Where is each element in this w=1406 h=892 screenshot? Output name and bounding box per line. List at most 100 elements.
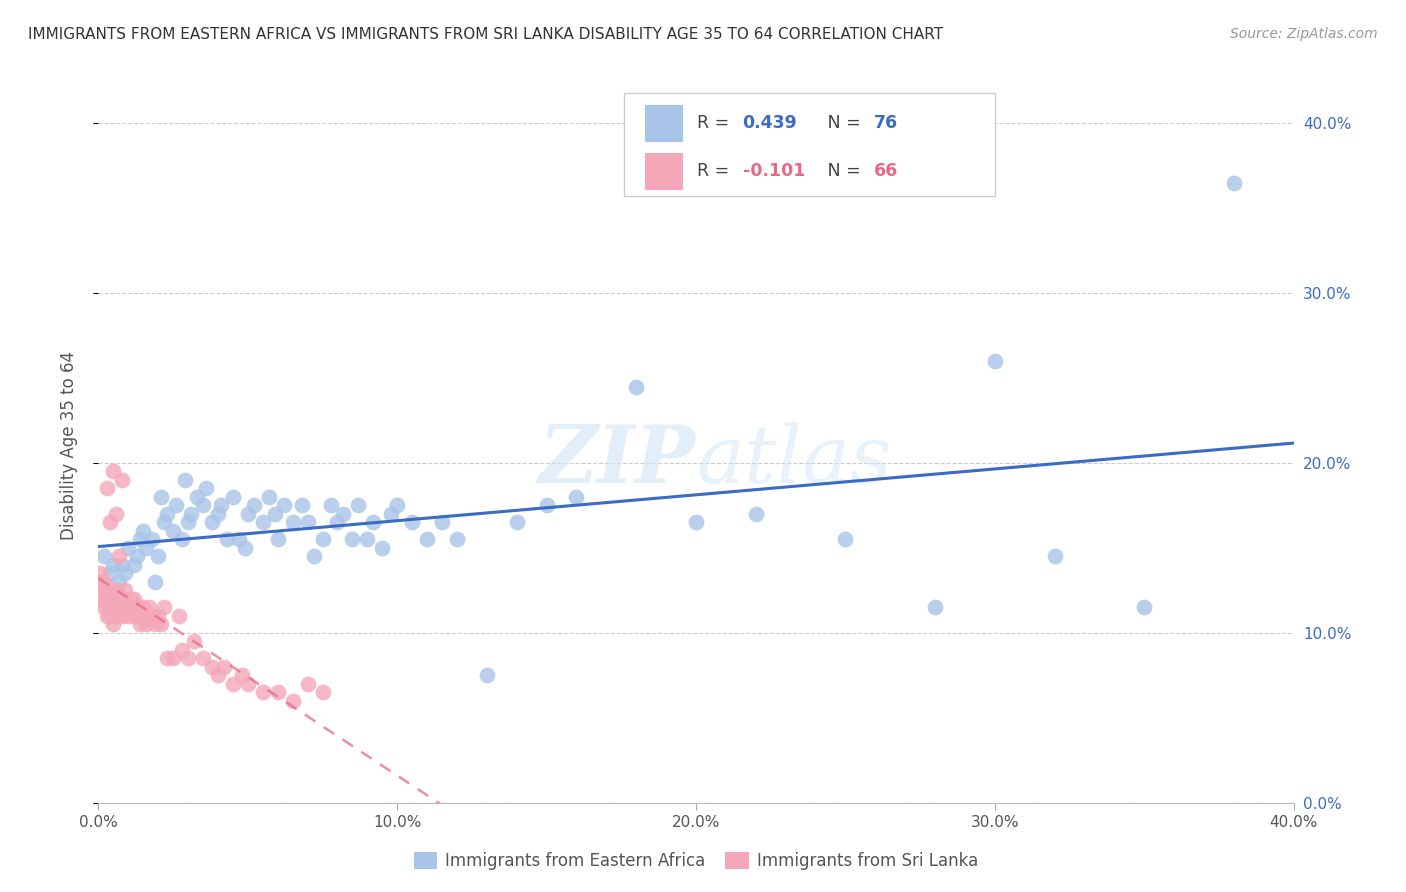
Point: [114, 583, 136, 598]
Point: [924, 600, 946, 615]
Point: [150, 617, 173, 632]
Point: [111, 600, 134, 615]
Point: [111, 558, 134, 572]
Point: [97, 600, 120, 615]
Point: [114, 591, 136, 606]
Point: [124, 558, 146, 572]
Point: [207, 668, 229, 682]
Point: [215, 533, 238, 547]
Point: [267, 685, 290, 699]
Point: [124, 591, 146, 606]
Point: [135, 617, 157, 632]
Point: [117, 600, 139, 615]
Point: [167, 608, 190, 623]
Point: [108, 600, 131, 615]
Point: [228, 533, 250, 547]
Text: N =: N =: [811, 114, 866, 132]
Point: [321, 499, 343, 513]
Text: 66: 66: [875, 162, 898, 180]
Point: [342, 533, 364, 547]
Point: [177, 651, 200, 665]
Point: [104, 591, 127, 606]
Text: atlas: atlas: [696, 422, 891, 499]
Point: [291, 499, 314, 513]
Point: [93, 574, 115, 589]
Point: [105, 507, 128, 521]
Point: [186, 490, 208, 504]
Point: [281, 516, 304, 530]
Point: [231, 668, 253, 682]
Point: [416, 533, 439, 547]
Point: [96, 608, 118, 623]
Point: [162, 651, 184, 665]
Point: [363, 516, 385, 530]
Point: [135, 541, 157, 555]
Point: [90, 574, 112, 589]
Point: [191, 651, 214, 665]
Point: [446, 533, 468, 547]
Point: [127, 600, 149, 615]
Text: R =: R =: [697, 162, 735, 180]
Point: [105, 608, 128, 623]
Bar: [644, 104, 683, 142]
Point: [297, 516, 319, 530]
Point: [401, 516, 423, 530]
Point: [475, 668, 498, 682]
Point: [90, 574, 112, 589]
Point: [129, 533, 152, 547]
Point: [108, 591, 131, 606]
Point: [150, 490, 173, 504]
Point: [207, 507, 229, 521]
Point: [96, 482, 118, 496]
Point: [153, 516, 176, 530]
Point: [745, 507, 768, 521]
Point: [1043, 549, 1066, 564]
Point: [90, 591, 112, 606]
Point: [685, 516, 707, 530]
Point: [100, 591, 122, 606]
Legend: Immigrants from Eastern Africa, Immigrants from Sri Lanka: Immigrants from Eastern Africa, Immigran…: [406, 845, 986, 877]
Point: [263, 507, 285, 521]
Point: [143, 617, 166, 632]
Point: [222, 490, 245, 504]
Point: [94, 591, 117, 606]
Point: [120, 600, 142, 615]
Point: [267, 533, 290, 547]
Point: [201, 516, 224, 530]
Point: [111, 473, 134, 487]
Point: [143, 574, 166, 589]
Point: [141, 533, 163, 547]
Point: [156, 651, 179, 665]
Point: [141, 608, 163, 623]
Point: [132, 608, 155, 623]
Point: [326, 516, 349, 530]
Point: [347, 499, 370, 513]
Text: R =: R =: [697, 114, 735, 132]
Point: [148, 608, 170, 623]
Point: [162, 524, 184, 538]
Point: [1133, 600, 1156, 615]
Point: [209, 499, 232, 513]
Point: [89, 566, 111, 581]
FancyBboxPatch shape: [624, 93, 995, 196]
Point: [385, 499, 409, 513]
Point: [100, 608, 122, 623]
Point: [506, 516, 529, 530]
Point: [138, 600, 160, 615]
Point: [183, 634, 205, 648]
Point: [1223, 176, 1246, 190]
Point: [233, 541, 256, 555]
Point: [536, 499, 558, 513]
Point: [195, 482, 218, 496]
Point: [565, 490, 588, 504]
Point: [132, 600, 155, 615]
Point: [212, 660, 235, 674]
Point: [96, 591, 118, 606]
Point: [626, 379, 648, 393]
Text: N =: N =: [811, 162, 866, 180]
Point: [103, 600, 125, 615]
Text: 0.439: 0.439: [742, 114, 797, 132]
Text: Source: ZipAtlas.com: Source: ZipAtlas.com: [1230, 27, 1378, 41]
Point: [103, 617, 125, 632]
Point: [252, 516, 274, 530]
